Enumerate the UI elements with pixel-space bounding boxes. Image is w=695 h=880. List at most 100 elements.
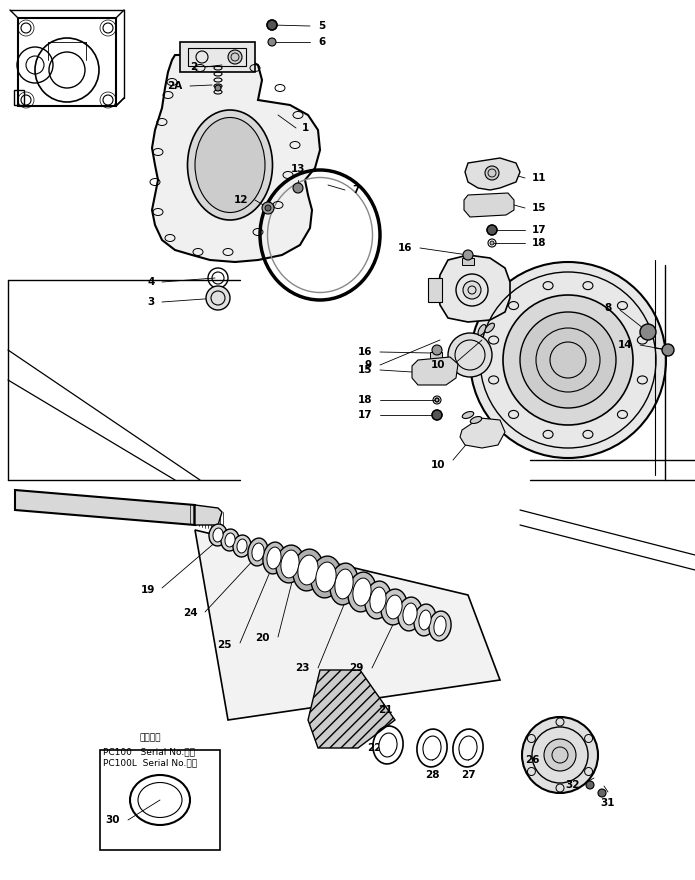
- Circle shape: [586, 781, 594, 789]
- Ellipse shape: [248, 538, 268, 566]
- Text: 17: 17: [532, 225, 547, 235]
- Ellipse shape: [316, 562, 336, 592]
- Ellipse shape: [335, 569, 353, 599]
- Text: 10: 10: [430, 460, 445, 470]
- Text: 16: 16: [398, 243, 412, 253]
- Circle shape: [432, 345, 442, 355]
- Ellipse shape: [233, 535, 251, 557]
- Text: 13: 13: [291, 164, 305, 174]
- Circle shape: [293, 183, 303, 193]
- Circle shape: [598, 789, 606, 797]
- Ellipse shape: [459, 736, 477, 760]
- Polygon shape: [464, 193, 514, 217]
- Text: 12: 12: [234, 195, 248, 205]
- Text: 27: 27: [461, 770, 475, 780]
- Ellipse shape: [252, 543, 264, 561]
- Polygon shape: [438, 255, 510, 322]
- Ellipse shape: [365, 581, 391, 619]
- Text: 4: 4: [147, 277, 155, 287]
- Text: 9: 9: [365, 360, 372, 370]
- Ellipse shape: [281, 550, 299, 578]
- Circle shape: [228, 50, 242, 64]
- Text: 15: 15: [532, 203, 546, 213]
- Text: 10: 10: [430, 360, 445, 370]
- Text: 20: 20: [256, 633, 270, 643]
- Text: 31: 31: [600, 798, 615, 808]
- Text: 7: 7: [352, 185, 359, 195]
- Ellipse shape: [370, 587, 386, 613]
- Circle shape: [520, 312, 616, 408]
- Ellipse shape: [381, 589, 407, 625]
- Text: 15: 15: [357, 365, 372, 375]
- Circle shape: [265, 205, 271, 211]
- Text: 2A: 2A: [167, 81, 182, 91]
- Text: 適用号機: 適用号機: [140, 734, 161, 743]
- Ellipse shape: [485, 323, 494, 333]
- Bar: [18, 18, 116, 106]
- Ellipse shape: [423, 736, 441, 760]
- Text: 5: 5: [318, 21, 325, 31]
- Circle shape: [463, 250, 473, 260]
- Circle shape: [267, 20, 277, 30]
- Text: 2: 2: [190, 62, 197, 72]
- Text: 32: 32: [566, 780, 580, 790]
- Ellipse shape: [398, 598, 422, 631]
- Ellipse shape: [419, 610, 431, 630]
- Ellipse shape: [429, 611, 451, 641]
- Circle shape: [448, 333, 492, 377]
- Bar: [428, 278, 442, 302]
- Text: 23: 23: [295, 663, 310, 673]
- Ellipse shape: [209, 524, 227, 546]
- Polygon shape: [308, 670, 395, 748]
- Text: 3: 3: [148, 297, 155, 307]
- Ellipse shape: [379, 733, 397, 757]
- Ellipse shape: [434, 616, 446, 636]
- Circle shape: [206, 286, 230, 310]
- Ellipse shape: [195, 118, 265, 212]
- Bar: [462, 258, 474, 265]
- Circle shape: [662, 344, 674, 356]
- Ellipse shape: [293, 549, 323, 590]
- Circle shape: [522, 717, 598, 793]
- Ellipse shape: [237, 539, 247, 553]
- Circle shape: [268, 38, 276, 46]
- Text: 28: 28: [425, 770, 439, 780]
- Polygon shape: [465, 158, 520, 190]
- Ellipse shape: [403, 603, 417, 625]
- Ellipse shape: [263, 542, 285, 574]
- Text: 16: 16: [357, 347, 372, 357]
- Text: 18: 18: [357, 395, 372, 405]
- Circle shape: [432, 410, 442, 420]
- Circle shape: [215, 85, 221, 91]
- Ellipse shape: [348, 572, 376, 612]
- Text: 19: 19: [140, 585, 155, 595]
- Circle shape: [490, 241, 494, 245]
- Ellipse shape: [267, 547, 281, 569]
- Text: 14: 14: [617, 340, 632, 350]
- Text: 1: 1: [302, 123, 309, 133]
- Bar: [180, 42, 255, 72]
- Ellipse shape: [330, 563, 358, 605]
- Circle shape: [640, 324, 656, 340]
- Bar: [430, 352, 442, 359]
- Text: 30: 30: [106, 815, 120, 825]
- Text: 29: 29: [350, 663, 364, 673]
- Ellipse shape: [298, 555, 318, 585]
- Ellipse shape: [276, 545, 304, 583]
- Text: 24: 24: [183, 608, 198, 618]
- Circle shape: [503, 295, 633, 425]
- Circle shape: [487, 225, 497, 235]
- Polygon shape: [15, 490, 195, 525]
- Ellipse shape: [462, 412, 474, 419]
- Bar: [188, 48, 246, 66]
- Text: 8: 8: [605, 303, 612, 313]
- Text: 22: 22: [368, 743, 382, 753]
- Circle shape: [470, 262, 666, 458]
- Circle shape: [544, 739, 576, 771]
- Ellipse shape: [213, 528, 223, 542]
- Polygon shape: [152, 55, 320, 262]
- Ellipse shape: [414, 604, 436, 636]
- Bar: [14, 90, 24, 105]
- Polygon shape: [460, 418, 505, 448]
- Text: PC100   Serial No.・～: PC100 Serial No.・～: [103, 747, 195, 757]
